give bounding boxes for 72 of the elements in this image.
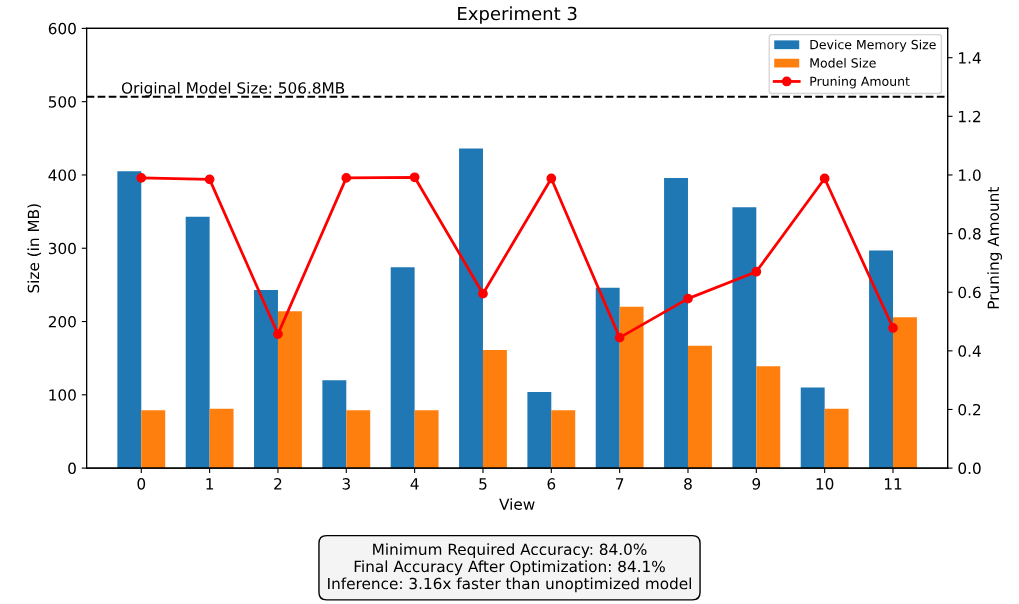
x-tick-label: 4: [410, 478, 419, 490]
y2-tick-label: 0.2: [958, 403, 981, 416]
y2-tick-label: 0.6: [958, 286, 981, 299]
y-tick-label: 300: [48, 242, 76, 255]
y2-axis-title: Pruning Amount: [987, 187, 1003, 309]
x-tick-label: 11: [884, 478, 902, 490]
x-tick-label: 0: [137, 478, 146, 490]
bar: [664, 177, 688, 469]
point: [614, 332, 625, 343]
point: [888, 323, 898, 333]
bar: [414, 410, 439, 469]
x-tick-label: 1: [206, 478, 214, 490]
point: [409, 172, 420, 183]
x-tick-label: 8: [684, 478, 692, 490]
x-tick-label: 10: [816, 478, 834, 490]
point: [273, 329, 283, 339]
point: [546, 173, 557, 184]
bar: [551, 410, 576, 469]
bar: [824, 408, 849, 469]
bar: [619, 306, 644, 469]
point: [751, 266, 762, 277]
y-tick-label: 100: [49, 389, 76, 401]
y2-tick-label: 1.0: [959, 169, 981, 181]
bar: [322, 380, 347, 469]
x-axis-title: View: [499, 498, 535, 510]
x-tick-label: 3: [342, 478, 350, 490]
bar: [185, 216, 210, 469]
y-tick-label: 600: [48, 22, 76, 35]
bar: [800, 387, 825, 469]
point: [683, 293, 693, 304]
bar: [117, 171, 142, 469]
bar: [459, 148, 483, 469]
y-tick-label: 400: [48, 169, 76, 181]
bar: [756, 366, 781, 469]
bar: [869, 250, 893, 469]
text: Minimum Required Accuracy: 84.0% Final Accuracy After Optimization: 84.1% Inference: 3.16x faster than unoptimized model: [328, 543, 691, 593]
bar: [254, 290, 278, 469]
legend-label: Model Size: [810, 57, 876, 68]
point: [819, 173, 830, 184]
bar: [732, 207, 757, 469]
ref-line-label: Original Model Size: 506.8MB: [121, 81, 345, 97]
bar: [687, 345, 712, 469]
x-tick-label: 2: [274, 478, 282, 490]
point: [341, 173, 352, 183]
y-tick-label: 500: [48, 96, 76, 108]
point: [136, 173, 147, 183]
y2-tick-label: 0.8: [958, 228, 981, 240]
y2-tick-label: 0.0: [958, 462, 981, 475]
bar: [209, 408, 234, 469]
y-tick-label: 200: [48, 315, 76, 328]
x-tick-label: 9: [752, 478, 761, 490]
x-tick-label: 7: [616, 478, 624, 490]
chart-title: Experiment 3: [458, 6, 577, 24]
bar: [346, 410, 371, 469]
y2-tick-label: 0.4: [958, 345, 981, 357]
y2-tick-label: 1.4: [959, 52, 981, 64]
bar: [893, 317, 917, 469]
legend-label: Device Memory Size: [810, 39, 936, 52]
bar: [482, 350, 507, 469]
bar: [527, 391, 552, 469]
bar: [141, 410, 166, 469]
point: [478, 288, 488, 299]
point: [204, 174, 215, 185]
legend-label: Pruning Amount: [810, 76, 910, 89]
x-tick-label: 5: [479, 478, 487, 490]
bar: [595, 287, 620, 469]
y2-tick-label: 1.2: [959, 110, 981, 123]
bar: [277, 311, 302, 469]
y-tick-label: 0: [68, 462, 76, 475]
y-axis-title: Size (in MB): [27, 204, 42, 293]
bar: [390, 267, 415, 469]
x-tick-label: 6: [547, 478, 556, 490]
